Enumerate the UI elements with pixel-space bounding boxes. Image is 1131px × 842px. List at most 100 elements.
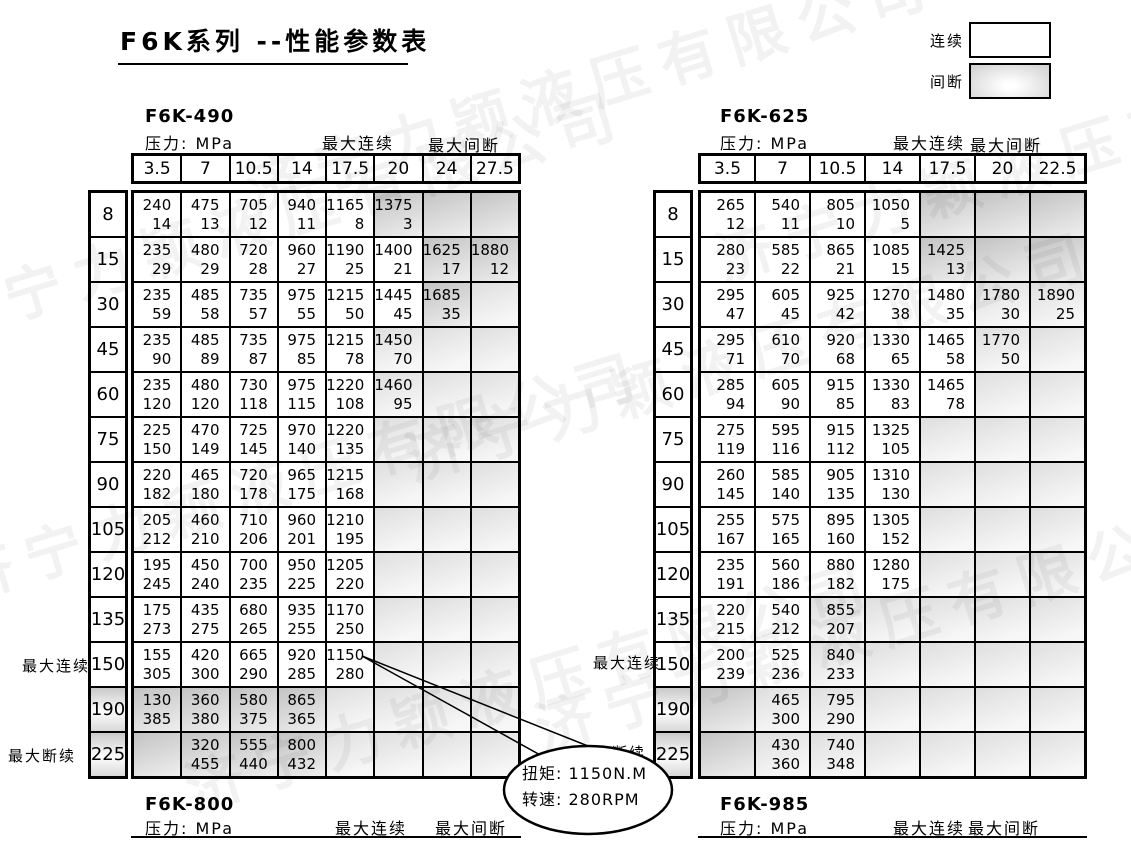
value-cell: 285 94 bbox=[700, 372, 755, 417]
value-cell: 555 440 bbox=[229, 732, 278, 777]
value-cell: 225 150 bbox=[133, 417, 182, 462]
rpm-value: 233 bbox=[826, 664, 855, 683]
rpm-value: 239 bbox=[716, 664, 745, 683]
rpm-value: 178 bbox=[239, 484, 268, 503]
rpm-value: 120 bbox=[190, 394, 220, 413]
value-cell: 175 273 bbox=[133, 597, 182, 642]
torque-value: 975 bbox=[287, 330, 316, 349]
value-cell bbox=[700, 732, 755, 777]
torque-value: 480 bbox=[190, 375, 220, 394]
value-cell: 155 305 bbox=[133, 642, 182, 687]
value-cell: 960 27 bbox=[277, 237, 326, 282]
footer-table-top-border bbox=[131, 836, 521, 838]
value-cell: 950 225 bbox=[277, 552, 326, 597]
value-cell bbox=[1030, 327, 1085, 372]
torque-value: 710 bbox=[239, 510, 268, 529]
torque-value: 205 bbox=[142, 510, 172, 529]
rpm-value: 245 bbox=[142, 574, 172, 593]
torque-value: 935 bbox=[287, 600, 316, 619]
torque-value: 795 bbox=[826, 690, 855, 709]
torque-value: 1150 bbox=[326, 645, 365, 664]
pressure-header-cell: 27.5 bbox=[470, 155, 519, 182]
rpm-value: 145 bbox=[716, 484, 745, 503]
row-header-cell: 135 bbox=[90, 597, 126, 642]
value-cell bbox=[422, 507, 471, 552]
max-continuous-label: 最大连续 bbox=[322, 134, 395, 153]
rpm-value: 83 bbox=[890, 394, 910, 413]
torque-value: 965 bbox=[287, 465, 316, 484]
rpm-value: 195 bbox=[335, 529, 365, 548]
rpm-value: 17 bbox=[441, 259, 461, 278]
value-cell bbox=[1030, 732, 1085, 777]
value-cell: 665 290 bbox=[229, 642, 278, 687]
torque-value: 730 bbox=[239, 375, 268, 394]
rpm-value: 191 bbox=[716, 574, 745, 593]
torque-value: 1425 bbox=[926, 240, 965, 259]
rpm-value: 167 bbox=[716, 529, 745, 548]
value-cell: 795 290 bbox=[810, 687, 865, 732]
side-label-max-continuous: 最大连续 bbox=[22, 657, 91, 675]
value-cell bbox=[374, 552, 423, 597]
rpm-value: 280 bbox=[335, 664, 365, 683]
value-cell: 540 11 bbox=[755, 192, 810, 237]
footer-table-name: F6K-985 bbox=[720, 794, 810, 815]
rpm-value: 182 bbox=[142, 484, 172, 503]
torque-value: 225 bbox=[142, 420, 172, 439]
pressure-header-cell: 17.5 bbox=[920, 155, 975, 182]
side-label-max-continuous: 最大连续 bbox=[593, 654, 662, 672]
rpm-value: 27 bbox=[296, 259, 316, 278]
rpm-value: 3 bbox=[402, 214, 413, 233]
footer-max-continuous-label: 最大连续 bbox=[893, 819, 966, 838]
rpm-value: 10 bbox=[835, 214, 855, 233]
value-cell: 1170 250 bbox=[326, 597, 375, 642]
value-cell: 1425 13 bbox=[920, 237, 975, 282]
torque-value: 560 bbox=[771, 555, 800, 574]
torque-value: 220 bbox=[716, 600, 745, 619]
torque-value: 1460 bbox=[374, 375, 413, 394]
value-cell bbox=[1030, 372, 1085, 417]
value-cell bbox=[1030, 237, 1085, 282]
value-cell bbox=[1030, 507, 1085, 552]
value-cell bbox=[700, 687, 755, 732]
value-cell bbox=[975, 462, 1030, 507]
value-cell: 200 239 bbox=[700, 642, 755, 687]
value-cell: 865 21 bbox=[810, 237, 865, 282]
footer-max-intermittent-label: 最大间断 bbox=[435, 819, 508, 838]
rpm-value: 108 bbox=[335, 394, 365, 413]
torque-value: 360 bbox=[190, 690, 220, 709]
value-cell: 735 57 bbox=[229, 282, 278, 327]
value-cell: 475 13 bbox=[181, 192, 230, 237]
torque-value: 540 bbox=[771, 195, 800, 214]
rpm-value: 47 bbox=[725, 304, 745, 323]
rpm-value: 212 bbox=[142, 529, 172, 548]
value-cell: 465 300 bbox=[755, 687, 810, 732]
footer-max-intermittent-label: 最大间断 bbox=[968, 819, 1041, 838]
value-cell: 280 23 bbox=[700, 237, 755, 282]
rpm-value: 175 bbox=[287, 484, 316, 503]
rpm-value: 165 bbox=[771, 529, 800, 548]
torque-value: 700 bbox=[239, 555, 268, 574]
value-cell: 1780 30 bbox=[975, 282, 1030, 327]
torque-value: 950 bbox=[287, 555, 316, 574]
value-cell bbox=[422, 732, 471, 777]
rpm-value: 149 bbox=[190, 439, 220, 458]
value-cell bbox=[374, 732, 423, 777]
torque-value: 920 bbox=[826, 330, 855, 349]
rpm-value: 140 bbox=[771, 484, 800, 503]
torque-value: 975 bbox=[287, 375, 316, 394]
value-cell: 575 165 bbox=[755, 507, 810, 552]
value-cell: 1480 35 bbox=[920, 282, 975, 327]
value-cell: 800 432 bbox=[277, 732, 326, 777]
torque-value: 475 bbox=[190, 195, 220, 214]
value-cell bbox=[422, 552, 471, 597]
row-header-cell: 75 bbox=[90, 417, 126, 462]
legend-continuous-label: 连续 bbox=[930, 31, 965, 50]
value-cell: 1890 25 bbox=[1030, 282, 1085, 327]
value-cell: 265 12 bbox=[700, 192, 755, 237]
value-cell: 975 55 bbox=[277, 282, 326, 327]
value-cell: 975 85 bbox=[277, 327, 326, 372]
rpm-value: 201 bbox=[287, 529, 316, 548]
torque-value: 610 bbox=[771, 330, 800, 349]
value-cell: 975 115 bbox=[277, 372, 326, 417]
rpm-value: 21 bbox=[835, 259, 855, 278]
